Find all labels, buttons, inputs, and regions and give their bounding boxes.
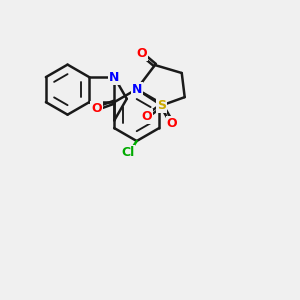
Text: O: O	[136, 47, 147, 60]
Text: N: N	[109, 70, 119, 84]
Text: N: N	[131, 83, 142, 96]
Text: O: O	[91, 101, 102, 115]
Text: S: S	[157, 99, 166, 112]
Text: O: O	[167, 117, 177, 130]
Text: Cl: Cl	[121, 146, 134, 159]
Text: O: O	[141, 110, 152, 123]
